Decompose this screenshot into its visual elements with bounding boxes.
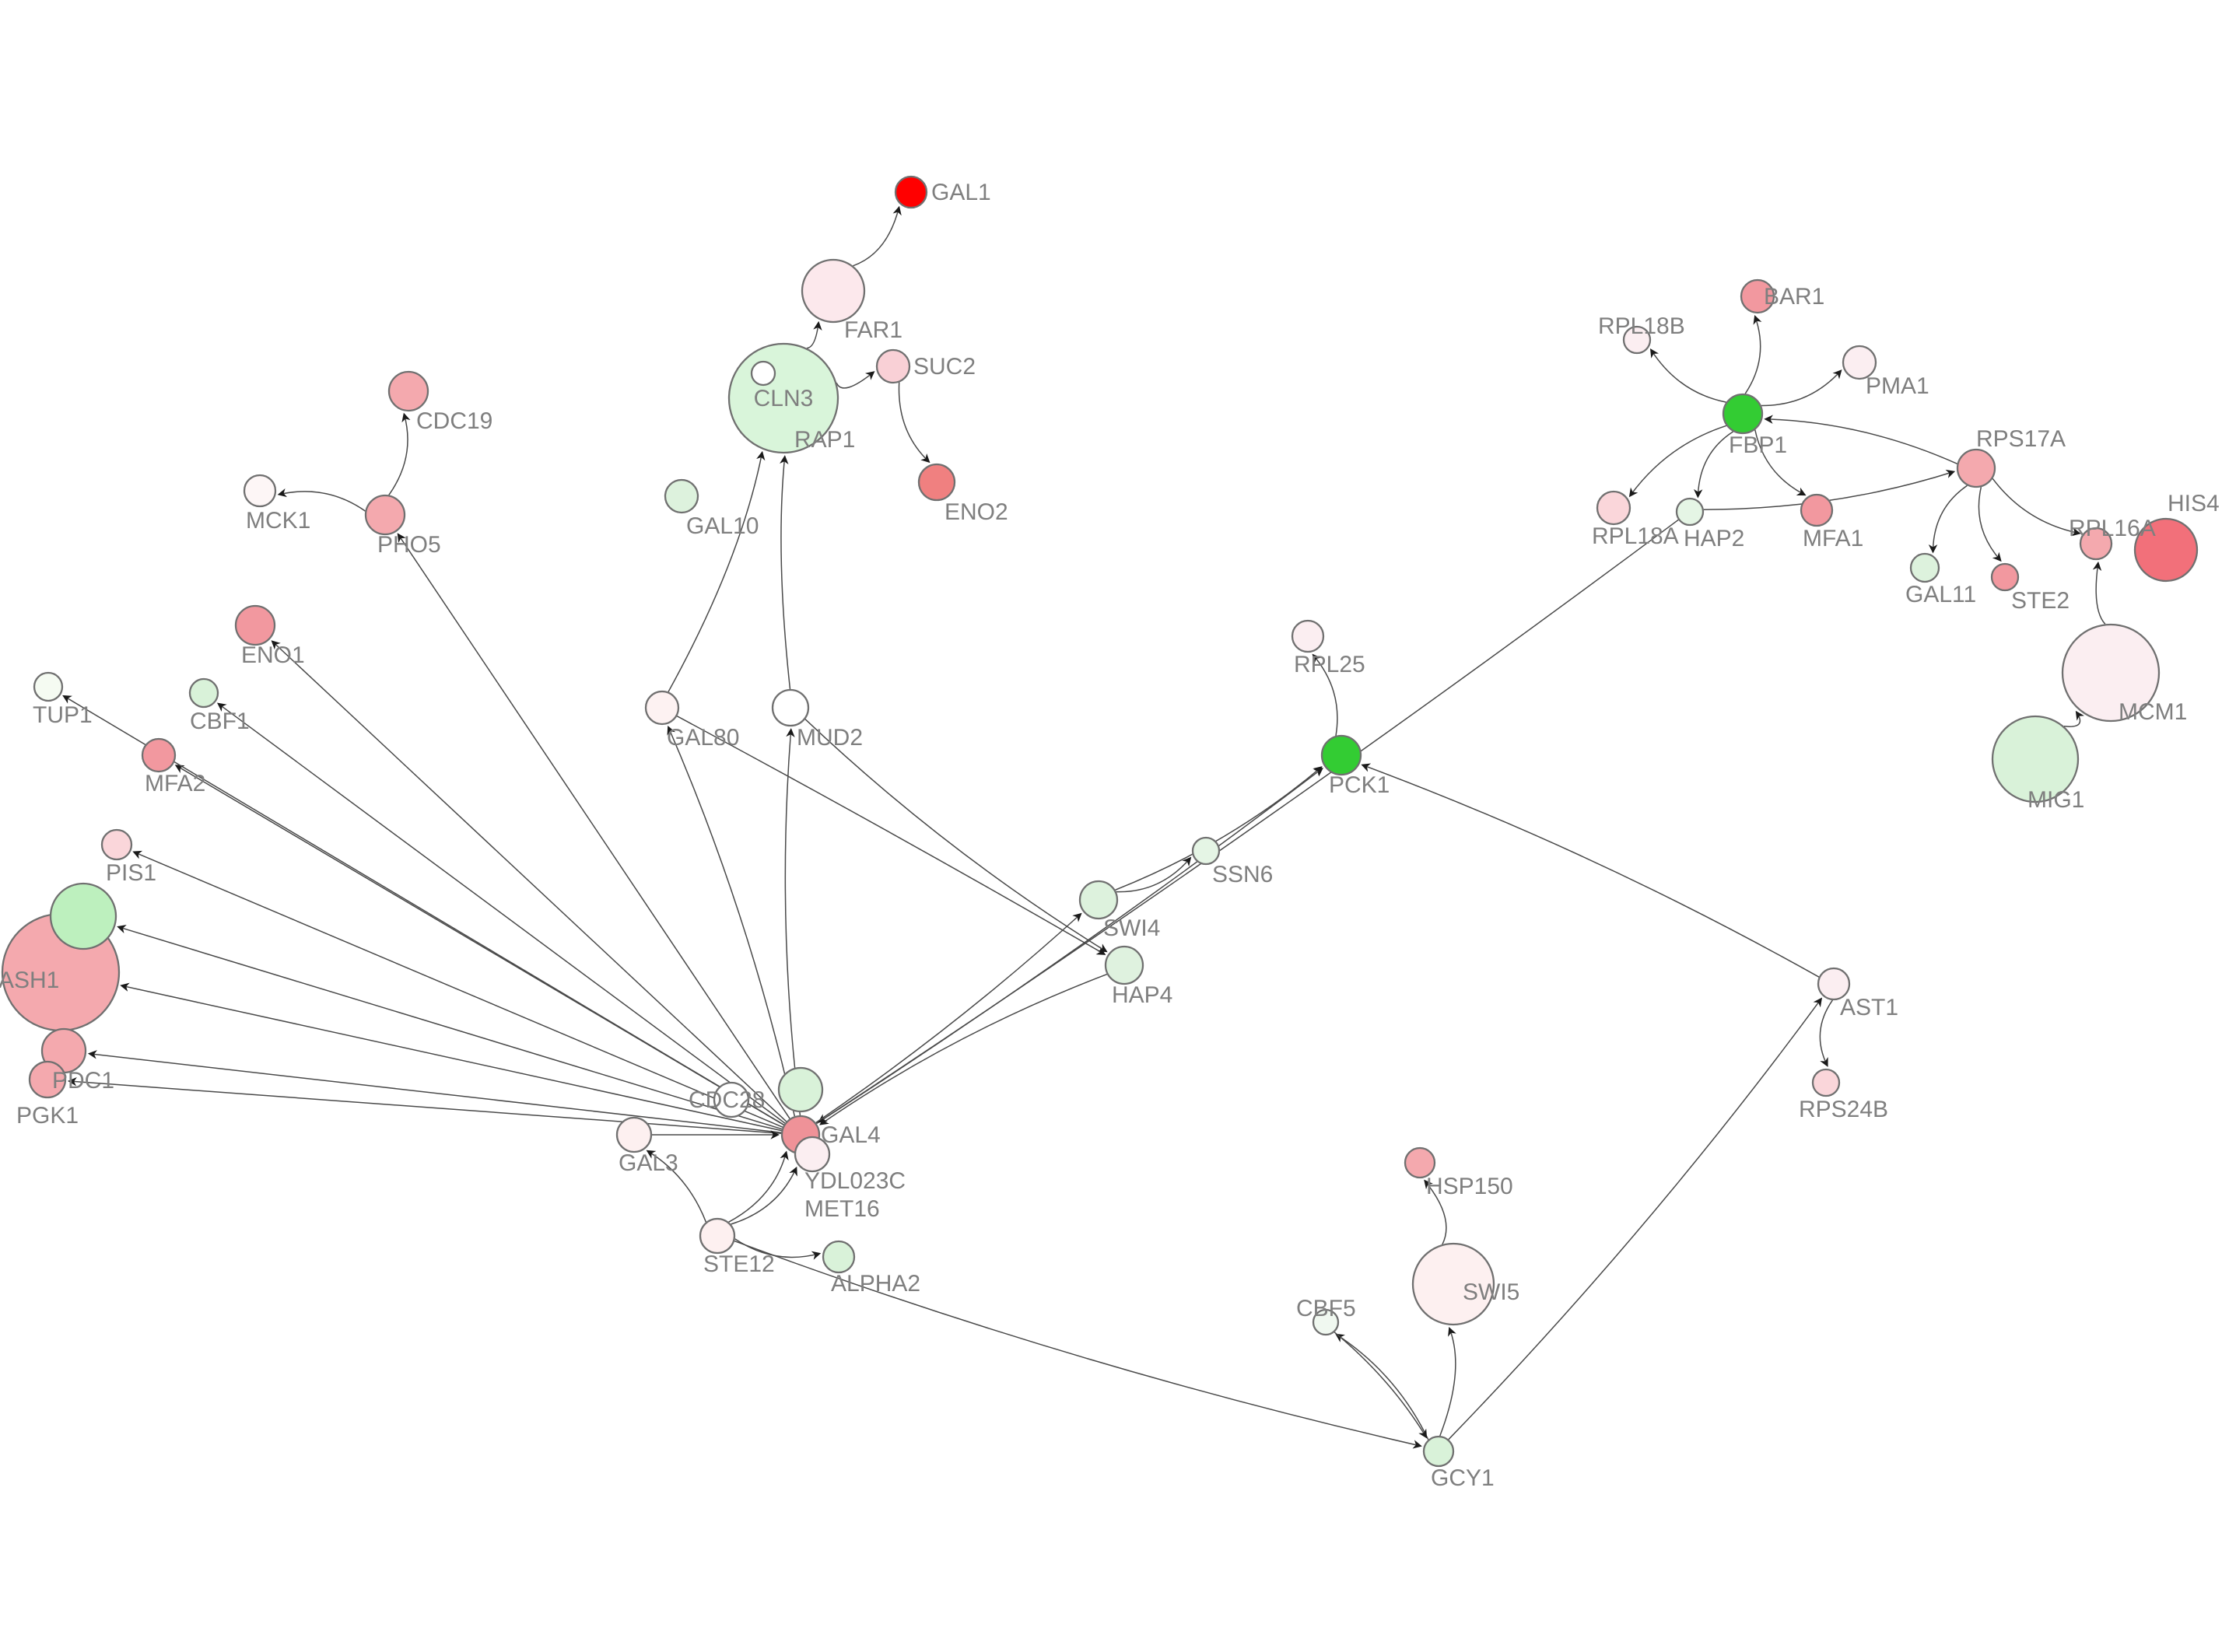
svg-text:STE2: STE2: [2011, 588, 2070, 614]
svg-text:MIG1: MIG1: [2027, 787, 2084, 813]
svg-text:RPS24B: RPS24B: [1799, 1097, 1888, 1122]
svg-text:GAL3: GAL3: [619, 1150, 678, 1176]
svg-text:SWI4: SWI4: [1103, 915, 1160, 941]
svg-text:SUC2: SUC2: [913, 354, 976, 380]
svg-text:RPS17A: RPS17A: [1976, 426, 2066, 452]
svg-text:MFA2: MFA2: [145, 771, 205, 796]
svg-text:TUP1: TUP1: [33, 702, 93, 728]
svg-text:PDC1: PDC1: [52, 1068, 114, 1094]
svg-text:HIS4: HIS4: [2168, 491, 2220, 516]
svg-text:MCK1: MCK1: [246, 508, 310, 534]
svg-text:HAP4: HAP4: [1112, 982, 1172, 1008]
svg-text:GCY1: GCY1: [1431, 1465, 1495, 1491]
svg-text:MFA1: MFA1: [1803, 526, 1863, 551]
svg-text:CLN3: CLN3: [754, 386, 814, 411]
svg-text:ENO1: ENO1: [241, 642, 305, 668]
svg-text:MCM1: MCM1: [2119, 699, 2187, 725]
svg-text:PCK1: PCK1: [1329, 772, 1390, 798]
svg-text:PMA1: PMA1: [1866, 373, 1929, 399]
svg-text:SWI5: SWI5: [1463, 1279, 1519, 1305]
svg-text:GAL4: GAL4: [821, 1122, 881, 1148]
svg-text:STE12: STE12: [703, 1251, 775, 1277]
svg-text:GAL80: GAL80: [667, 725, 739, 751]
svg-text:HSP150: HSP150: [1426, 1174, 1513, 1199]
svg-text:PGK1: PGK1: [16, 1103, 79, 1129]
svg-text:RPL18A: RPL18A: [1592, 523, 1679, 549]
svg-text:YDL023C: YDL023C: [804, 1168, 906, 1194]
svg-text:PHO5: PHO5: [377, 532, 441, 558]
svg-text:RPL18B: RPL18B: [1598, 313, 1685, 339]
svg-text:FBP1: FBP1: [1729, 432, 1787, 458]
svg-text:PIS1: PIS1: [106, 860, 156, 886]
svg-text:RAP1: RAP1: [794, 427, 855, 453]
svg-text:CBF5: CBF5: [1296, 1296, 1356, 1321]
svg-text:CDC28: CDC28: [689, 1087, 765, 1113]
svg-text:AST1: AST1: [1840, 995, 1898, 1020]
svg-text:GAL1: GAL1: [931, 180, 991, 205]
svg-text:CBF1: CBF1: [190, 709, 250, 734]
svg-text:MUD2: MUD2: [797, 725, 863, 751]
svg-text:GAL11: GAL11: [1905, 582, 1976, 607]
svg-text:GAL10: GAL10: [686, 513, 759, 539]
svg-text:CDC19: CDC19: [416, 408, 492, 434]
svg-text:ASH1: ASH1: [0, 968, 59, 993]
svg-text:ALPHA2: ALPHA2: [831, 1271, 920, 1297]
svg-text:MET16: MET16: [804, 1196, 880, 1222]
svg-text:FAR1: FAR1: [844, 317, 902, 343]
svg-text:SSN6: SSN6: [1212, 862, 1273, 887]
svg-text:HAP2: HAP2: [1684, 526, 1744, 551]
svg-text:ENO2: ENO2: [945, 499, 1008, 525]
svg-text:RPL25: RPL25: [1294, 652, 1365, 677]
svg-text:BAR1: BAR1: [1764, 284, 1824, 310]
svg-text:RPL16A: RPL16A: [2069, 516, 2156, 541]
